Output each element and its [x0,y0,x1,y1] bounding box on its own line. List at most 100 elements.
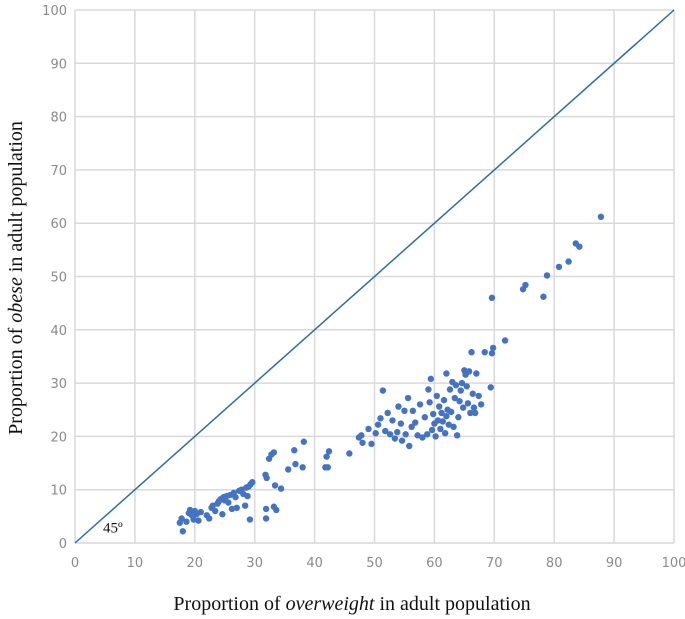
x-tick-label: 90 [606,556,623,571]
data-point [183,518,190,525]
data-point [576,243,583,250]
data-point [430,410,437,418]
data-point [456,398,463,405]
data-point [324,464,331,471]
data-point [397,420,405,427]
data-point [384,409,391,417]
data-point [178,515,185,522]
y-axis-title: Proportion of obese in adult population [5,121,27,435]
data-point [408,423,415,431]
data-point [273,506,280,514]
data-point [489,344,497,352]
data-point [244,492,251,500]
data-point [443,412,450,420]
data-point [427,375,435,383]
data-point [437,425,444,433]
data-point [292,460,299,468]
x-axis-title: Proportion of overweight in adult popula… [173,593,530,615]
x-tick-label: 70 [486,556,503,571]
y-tick-label: 30 [50,377,67,392]
y-tick-label: 10 [50,484,67,499]
data-point [416,401,424,408]
data-point [377,415,384,422]
data-point [323,453,330,460]
data-point [386,431,394,438]
data-point [439,418,446,425]
data-point [249,479,256,486]
data-point [555,263,563,271]
data-point [477,401,485,408]
data-point [426,399,433,406]
y-tick-label: 40 [50,324,67,339]
data-point [197,508,204,516]
y-tick-label: 20 [50,430,67,445]
data-point [543,272,551,279]
data-point [465,368,473,375]
data-point [501,337,509,344]
data-point [379,387,387,394]
data-point [447,408,455,416]
x-tick-label: 20 [187,556,204,571]
data-point [434,417,442,424]
data-point [232,493,239,501]
y-tick-label: 100 [42,4,67,19]
data-point [522,281,529,289]
reference-line-45-degree [74,9,675,544]
data-point [424,431,431,438]
data-point [389,417,396,424]
data-point [382,427,389,435]
data-point [300,438,308,445]
data-point [540,293,547,300]
y-axis-ticks: 0 10 20 30 40 50 60 70 80 90 100 [42,4,67,552]
x-tick-label: 30 [246,556,263,571]
data-point [271,482,279,489]
data-point [299,464,306,471]
data-point [471,409,479,417]
data-point [487,384,494,391]
data-point [440,396,448,404]
reference-line-label: 45º [103,520,123,536]
data-point [225,499,232,506]
y-tick-label: 70 [50,164,67,179]
data-point [443,370,450,377]
data-point [394,428,401,436]
data-point [428,426,436,434]
data-point [469,390,476,397]
y-tick-label: 80 [50,111,67,126]
data-point [325,448,333,455]
data-point [452,382,460,389]
x-tick-label: 50 [366,556,383,571]
x-axis-ticks: 0 10 20 30 40 50 60 70 80 90 100 [71,556,685,571]
data-point [597,213,605,221]
data-point [457,387,464,394]
data-point [446,386,454,393]
data-point [450,423,457,431]
data-point [459,404,467,411]
data-point [209,502,216,509]
data-point [473,370,480,377]
data-point [179,528,187,535]
data-point [458,379,466,387]
data-point [398,437,406,444]
data-point [219,511,226,518]
data-point [468,348,475,356]
data-point [195,517,202,524]
x-tick-label: 40 [306,556,323,571]
data-point [432,433,439,440]
data-point [205,515,213,522]
data-point [421,414,429,421]
data-point [263,474,270,482]
data-point [368,440,375,448]
data-point [233,504,240,512]
data-point [414,432,421,439]
data-point [358,432,365,439]
data-point [464,400,472,407]
y-tick-label: 0 [59,537,67,552]
data-point [374,421,382,428]
data-point [291,447,298,454]
x-tick-label: 100 [662,556,685,571]
data-point [186,506,194,514]
data-point [406,442,413,450]
data-point [372,430,379,437]
y-tick-label: 60 [50,217,67,232]
